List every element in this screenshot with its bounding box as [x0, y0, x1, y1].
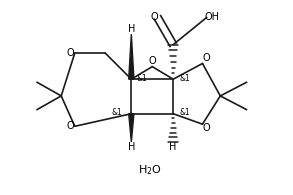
Text: O: O: [149, 56, 156, 66]
Text: OH: OH: [205, 12, 219, 22]
Text: O: O: [151, 12, 158, 22]
Text: &1: &1: [179, 108, 190, 117]
Polygon shape: [129, 114, 134, 142]
Text: H$_2$O: H$_2$O: [138, 163, 162, 177]
Text: O: O: [203, 53, 210, 63]
Text: &1: &1: [179, 74, 190, 83]
Polygon shape: [129, 34, 134, 79]
Text: O: O: [67, 48, 74, 58]
Text: H: H: [128, 142, 135, 152]
Text: O: O: [203, 123, 210, 133]
Text: H: H: [169, 142, 177, 152]
Text: &1: &1: [111, 108, 122, 117]
Text: H: H: [128, 24, 135, 34]
Text: O: O: [67, 121, 74, 131]
Text: &1: &1: [137, 74, 147, 83]
